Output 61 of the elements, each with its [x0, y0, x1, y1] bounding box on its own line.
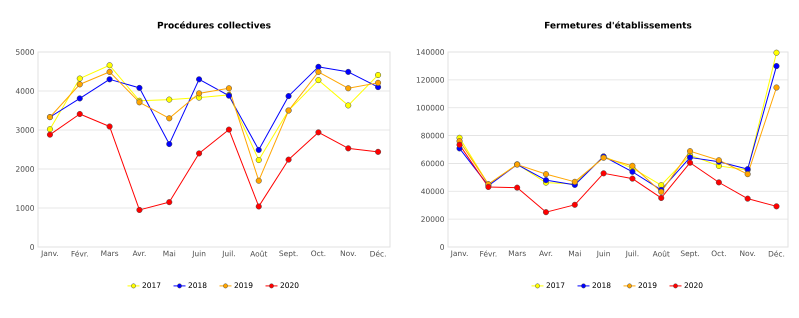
point [345, 68, 352, 75]
point [136, 206, 142, 213]
point [773, 84, 780, 91]
point [629, 176, 636, 182]
point [196, 90, 202, 96]
point [106, 76, 113, 82]
point [166, 96, 172, 103]
point [256, 203, 262, 210]
point [629, 168, 636, 175]
point [46, 126, 53, 132]
point [572, 202, 578, 208]
point [315, 77, 322, 84]
point [773, 203, 780, 210]
chart-title: Procédures collectives [158, 21, 271, 29]
point [542, 209, 550, 216]
point [256, 146, 262, 153]
point [196, 76, 202, 82]
point [687, 148, 694, 154]
point [687, 160, 694, 166]
point [136, 84, 142, 91]
point [542, 177, 550, 184]
point [76, 95, 83, 102]
point [166, 141, 172, 148]
point [106, 62, 113, 68]
point [542, 171, 550, 178]
point [572, 178, 578, 185]
point [196, 150, 202, 156]
point [345, 145, 352, 152]
point [773, 50, 780, 56]
point [286, 156, 292, 163]
point [716, 179, 722, 186]
point [315, 129, 322, 136]
point [773, 63, 780, 70]
point [600, 170, 607, 176]
point [286, 93, 292, 100]
point [226, 85, 232, 92]
point [375, 72, 382, 78]
point [256, 156, 262, 164]
point [46, 132, 53, 138]
point [658, 194, 664, 202]
point [514, 184, 520, 191]
point [76, 81, 83, 88]
point [629, 162, 636, 169]
point [345, 85, 352, 92]
chart-title: Fermetures d'établissements [545, 21, 692, 28]
point [226, 126, 232, 133]
point [375, 148, 382, 155]
point [76, 110, 83, 118]
point [106, 123, 113, 130]
point [375, 80, 382, 86]
point [106, 68, 113, 75]
point [744, 196, 751, 202]
point [76, 75, 83, 82]
point [166, 115, 172, 122]
point [456, 142, 463, 148]
point [345, 102, 352, 108]
point [315, 64, 322, 70]
point [256, 178, 262, 184]
point [744, 171, 751, 178]
point [315, 68, 322, 75]
point [166, 199, 172, 206]
